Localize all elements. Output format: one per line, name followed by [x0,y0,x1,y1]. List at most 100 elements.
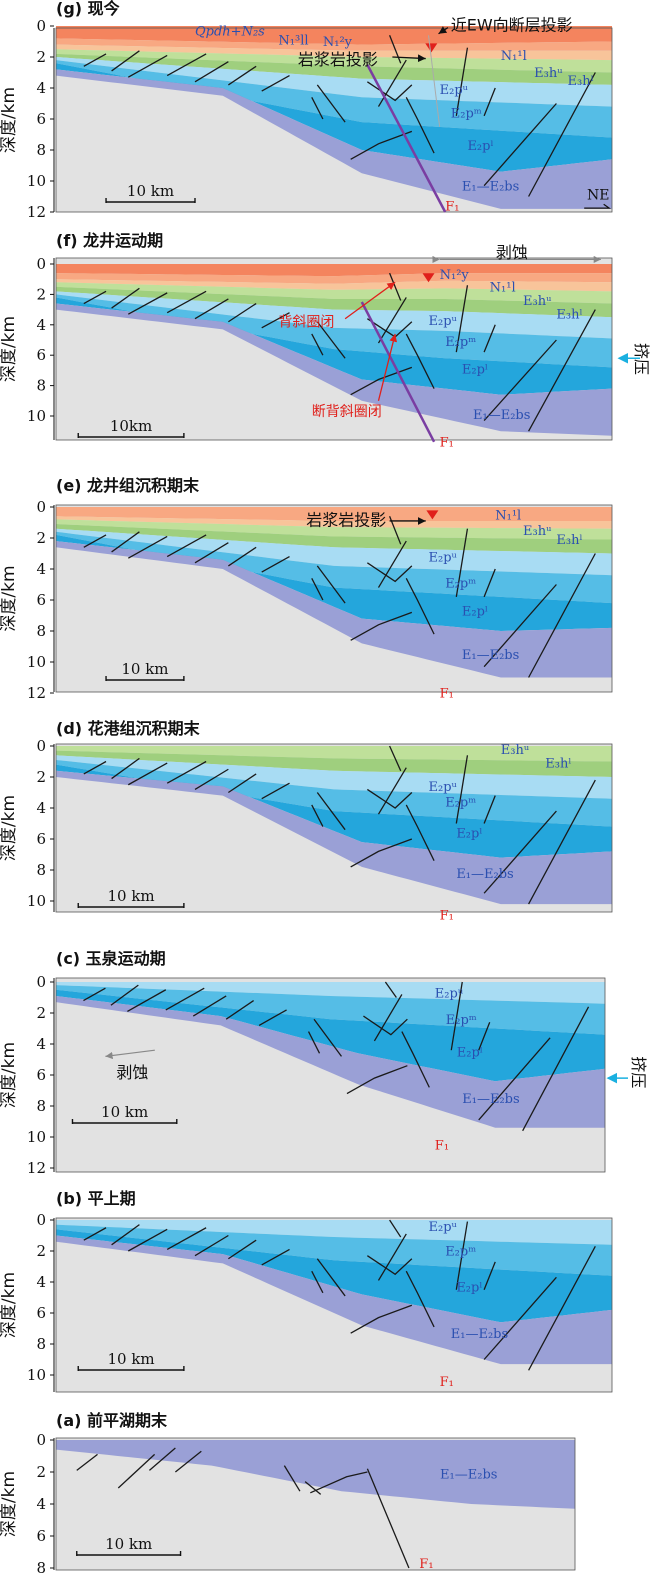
fault-line [528,72,596,197]
axis-tick-label: 6 [36,1066,46,1084]
fault-line [174,1450,202,1473]
layer-e2pm [56,759,612,827]
fault-line [127,762,168,786]
axis-tick-label: 6 [36,110,46,128]
layer-e2pm [56,985,605,1035]
axis-tick-label: 0 [36,973,46,991]
faults [83,516,596,678]
fault-line [483,103,557,187]
fault-line [483,810,557,894]
fault-line [261,556,290,573]
fault-line [373,994,403,1042]
fault-line [227,1239,257,1260]
panel-title: (c) 玉泉运动期 [56,949,166,968]
layer-e2pu [56,982,605,1004]
label-compression: 挤压 [632,343,650,375]
layer-n12y [56,273,612,284]
label-e3hl: E₃hˡ [545,757,571,772]
fault-line [455,47,469,117]
ew-fault-projection [428,35,441,127]
fault-line [194,298,229,320]
faults [83,272,596,432]
axis-tick-label: 8 [36,1335,46,1353]
fault-line [166,760,207,784]
layer-e1e2bs [56,69,612,209]
axis-tick-label: 4 [36,799,46,817]
depth-axis: 0 2 4 6 8 深度/km [0,1431,55,1574]
fault-line [83,760,107,775]
faults [83,1219,596,1371]
fault-line [405,1270,435,1328]
panel-title: (g) 现今 [56,0,120,18]
axis-tick-label: 6 [36,346,46,364]
panel-f: 0 2 4 6 8 10 深度/km (f) 龙井运动期 10km N₁²y N₁¹l E₃hᵘ E₃h… [0,231,650,450]
layer-n11l [56,279,612,292]
axis-tick-label: 2 [36,48,46,66]
axis-tick-label: 6 [36,1304,46,1322]
label-e1e2bs: E₁—E₂bs [462,1092,519,1107]
label-fault_anticline: 断背斜圈闭 [312,404,382,420]
magma-marker [426,510,439,520]
label-erosion: 剥蚀 [116,1063,148,1082]
faults [83,981,590,1132]
fault-line [528,309,596,432]
fault-line [83,534,107,548]
label-e3hu: E₃hᵘ [501,743,529,758]
fault-line [528,779,596,905]
fault-line [166,534,207,558]
layer-e2pu [56,528,612,576]
arrow [438,26,449,35]
label-e2pu: E₂pᵘ [429,780,457,795]
fault-line [316,84,346,123]
fault-line [83,290,107,305]
label-erosion: 剥蚀 [496,243,528,262]
fault-line [311,804,324,827]
fault-line [83,53,107,67]
label-n13ll: N₁³ll [278,34,308,49]
fault-line [388,35,402,64]
fault-line [111,1224,140,1246]
label-n11l: N₁¹l [490,280,516,295]
fault-line [225,1000,255,1020]
fault-line [111,757,140,780]
label-e1e2bs: E₁—E₂bs [456,867,513,882]
fault-line [166,53,207,77]
label-e3hl: E₃hˡ [556,308,582,323]
label-f1: F₁ [440,435,454,450]
axis-tick-label: 8 [36,1097,46,1115]
axis-title: 深度/km [0,316,19,382]
fault-line [483,87,496,117]
fault-line [377,59,407,107]
fault-line [194,61,229,83]
fault-line [261,75,290,92]
layer-e2pu [56,1220,612,1245]
label-f1: F₁ [440,1375,454,1390]
axis-tick-label: 12 [27,203,46,221]
fault-line [483,1276,557,1360]
fault-line [366,1468,410,1569]
panel-title: (d) 花港组沉积期末 [56,719,201,738]
fault-line [304,1481,322,1495]
label-e2pl: E₂pˡ [462,605,488,620]
scale-bar-label: 10 km [107,1350,154,1368]
fault-line [389,1219,402,1238]
fault-line [194,768,229,790]
panel-c: 0 2 4 6 8 10 12 深度/km (c) 玉泉运动期 10 km E₂pᵘ E₂pᵐ E₂pˡ… [0,949,648,1177]
axis-title: 深度/km [0,1042,19,1108]
fault-line [350,611,413,641]
label-e3hl: E₃hˡ [568,74,594,89]
fault-line [76,1453,98,1471]
layer-e2pm [56,1224,612,1276]
fault-line [227,546,257,567]
label-e2pl: E₂pˡ [457,1045,483,1060]
fault-line [311,333,324,356]
fault-line [111,287,140,309]
fault-line [127,292,168,315]
axis-tick-label: 0 [36,255,46,273]
arrow [377,333,398,401]
label-f1: F₁ [445,199,459,214]
axis-tick-label: 6 [36,1527,46,1545]
label-ew-fault: 近EW向断层投影 [451,16,573,35]
fault-line [350,130,413,160]
depth-axis: 0 2 4 6 8 10 12 深度/km [0,498,55,702]
